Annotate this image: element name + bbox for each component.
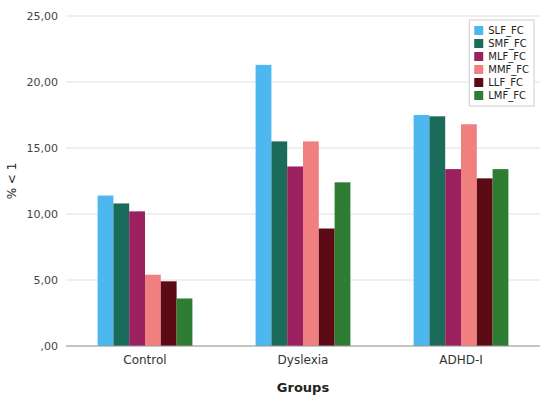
bars xyxy=(98,65,509,346)
legend: SLF_FCSMF_FCMLF_FCMMF_FCLLF_FCLMF_FC xyxy=(469,20,534,106)
x-tick-label: Control xyxy=(123,353,166,367)
legend-label: SMF_FC xyxy=(488,38,526,50)
x-tick-label: Dyslexia xyxy=(278,353,329,367)
bar xyxy=(429,116,445,346)
bar xyxy=(335,182,351,346)
legend-swatch xyxy=(474,52,483,61)
legend-swatch xyxy=(474,65,483,74)
x-tick-label: ADHD-I xyxy=(439,353,483,367)
bar xyxy=(445,169,461,346)
y-axis: ,00 5,00 10,00 15,00 20,00 25,00 xyxy=(27,10,541,353)
bar xyxy=(145,275,161,346)
bar xyxy=(303,141,319,346)
bar xyxy=(319,229,335,346)
bar xyxy=(113,203,129,346)
bar xyxy=(477,178,493,346)
x-axis-line xyxy=(66,346,540,347)
y-tick-label: 10,00 xyxy=(27,208,59,221)
bar xyxy=(287,166,303,346)
legend-label: MMF_FC xyxy=(488,64,529,76)
legend-swatch xyxy=(474,91,483,100)
bar xyxy=(461,124,477,346)
bar xyxy=(493,169,509,346)
x-axis: Control Dyslexia ADHD-I xyxy=(66,346,540,367)
y-tick-label: 5,00 xyxy=(34,274,59,287)
bar xyxy=(98,196,114,346)
bar xyxy=(161,281,177,346)
legend-label: SLF_FC xyxy=(488,25,523,37)
legend-swatch xyxy=(474,78,483,87)
background xyxy=(0,0,554,404)
legend-swatch xyxy=(474,26,483,35)
grid-line xyxy=(66,16,540,17)
y-tick-label: 25,00 xyxy=(27,10,59,23)
y-tick-label: ,00 xyxy=(41,340,59,353)
bar xyxy=(177,298,193,346)
x-axis-label: Groups xyxy=(277,380,330,395)
legend-label: LMF_FC xyxy=(488,90,526,102)
legend-frame xyxy=(469,20,534,106)
chart: ,00 5,00 10,00 15,00 20,00 25,00 Control Dyslex… xyxy=(0,0,554,404)
legend-label: LLF_FC xyxy=(488,77,523,89)
bar xyxy=(129,211,145,346)
legend-swatch xyxy=(474,39,483,48)
bar xyxy=(414,115,430,346)
grid-line xyxy=(66,346,540,347)
bar xyxy=(271,141,287,346)
y-tick-label: 20,00 xyxy=(27,76,59,89)
y-axis-label: % < 1 xyxy=(5,163,19,200)
legend-label: MLF_FC xyxy=(488,51,526,63)
y-tick-label: 15,00 xyxy=(27,142,59,155)
bar xyxy=(256,65,272,346)
